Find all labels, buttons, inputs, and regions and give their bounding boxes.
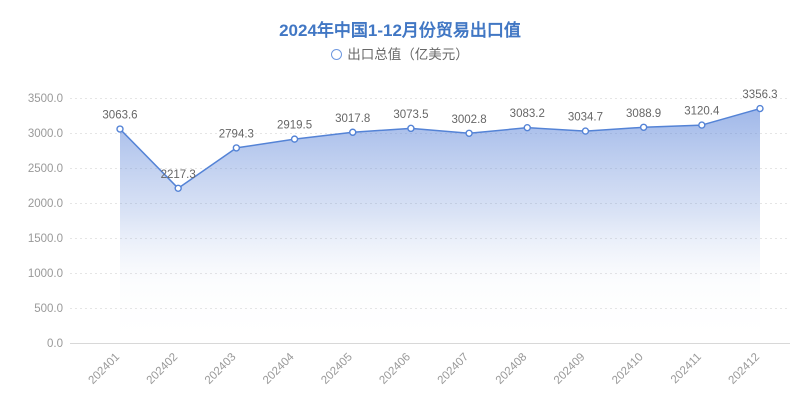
svg-text:202411: 202411 (669, 351, 704, 386)
svg-text:2919.5: 2919.5 (277, 120, 312, 132)
svg-text:0.0: 0.0 (47, 338, 63, 350)
svg-text:3500.0: 3500.0 (28, 93, 63, 105)
svg-text:3000.0: 3000.0 (28, 128, 63, 140)
svg-text:2217.3: 2217.3 (161, 169, 196, 181)
svg-text:202412: 202412 (727, 351, 763, 387)
svg-text:202408: 202408 (494, 351, 530, 387)
svg-text:202406: 202406 (377, 351, 413, 387)
svg-text:3088.9: 3088.9 (626, 108, 661, 120)
svg-text:2500.0: 2500.0 (28, 163, 63, 175)
svg-text:3356.3: 3356.3 (742, 89, 777, 101)
svg-text:2000.0: 2000.0 (28, 198, 63, 210)
svg-text:3073.5: 3073.5 (393, 109, 428, 121)
svg-text:3063.6: 3063.6 (102, 110, 137, 122)
svg-text:202410: 202410 (610, 351, 646, 387)
svg-text:3034.7: 3034.7 (568, 112, 603, 124)
svg-text:202404: 202404 (261, 351, 297, 387)
svg-text:500.0: 500.0 (34, 303, 63, 315)
svg-text:3120.4: 3120.4 (684, 106, 720, 118)
svg-text:3017.8: 3017.8 (335, 113, 370, 125)
svg-text:202402: 202402 (145, 351, 181, 387)
svg-text:3083.2: 3083.2 (510, 108, 545, 120)
svg-text:1000.0: 1000.0 (28, 268, 63, 280)
svg-text:202401: 202401 (87, 351, 123, 387)
svg-text:3002.8: 3002.8 (451, 114, 486, 126)
svg-text:1500.0: 1500.0 (28, 233, 63, 245)
svg-text:202405: 202405 (319, 351, 355, 387)
svg-text:202409: 202409 (552, 351, 588, 387)
svg-text:202407: 202407 (436, 351, 472, 387)
svg-text:2794.3: 2794.3 (219, 128, 254, 140)
svg-text:202403: 202403 (203, 351, 239, 387)
